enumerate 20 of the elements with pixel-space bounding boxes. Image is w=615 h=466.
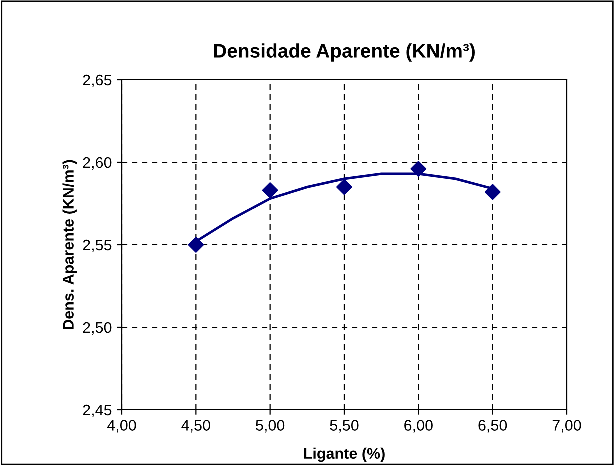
y-axis-title: Dens. Aparente (KN/m³) bbox=[62, 160, 77, 330]
x-axis-title: Ligante (%) bbox=[304, 448, 385, 462]
y-tick-label: 2,65 bbox=[83, 74, 112, 88]
chart-title: Densidade Aparente (KN/m³) bbox=[214, 44, 475, 62]
x-tick-label: 6,50 bbox=[478, 420, 508, 433]
x-tick-label: 4,00 bbox=[107, 420, 136, 433]
point bbox=[336, 179, 352, 196]
y-tick-label: 2,50 bbox=[83, 322, 112, 335]
x-tick-label: 7,00 bbox=[552, 420, 582, 433]
y-tick-label: 2,60 bbox=[83, 157, 112, 170]
point bbox=[484, 184, 501, 200]
x-tick-label: 4,50 bbox=[182, 420, 210, 433]
x-tick-label: 5,00 bbox=[256, 420, 285, 433]
x-tick-label: 6,00 bbox=[404, 420, 433, 433]
point bbox=[262, 182, 278, 199]
y-tick-label: 2,55 bbox=[83, 240, 112, 252]
point bbox=[188, 237, 204, 253]
point bbox=[410, 161, 427, 178]
y-tick-label: 2,45 bbox=[83, 404, 112, 418]
x-tick-label: 5,50 bbox=[330, 420, 359, 433]
